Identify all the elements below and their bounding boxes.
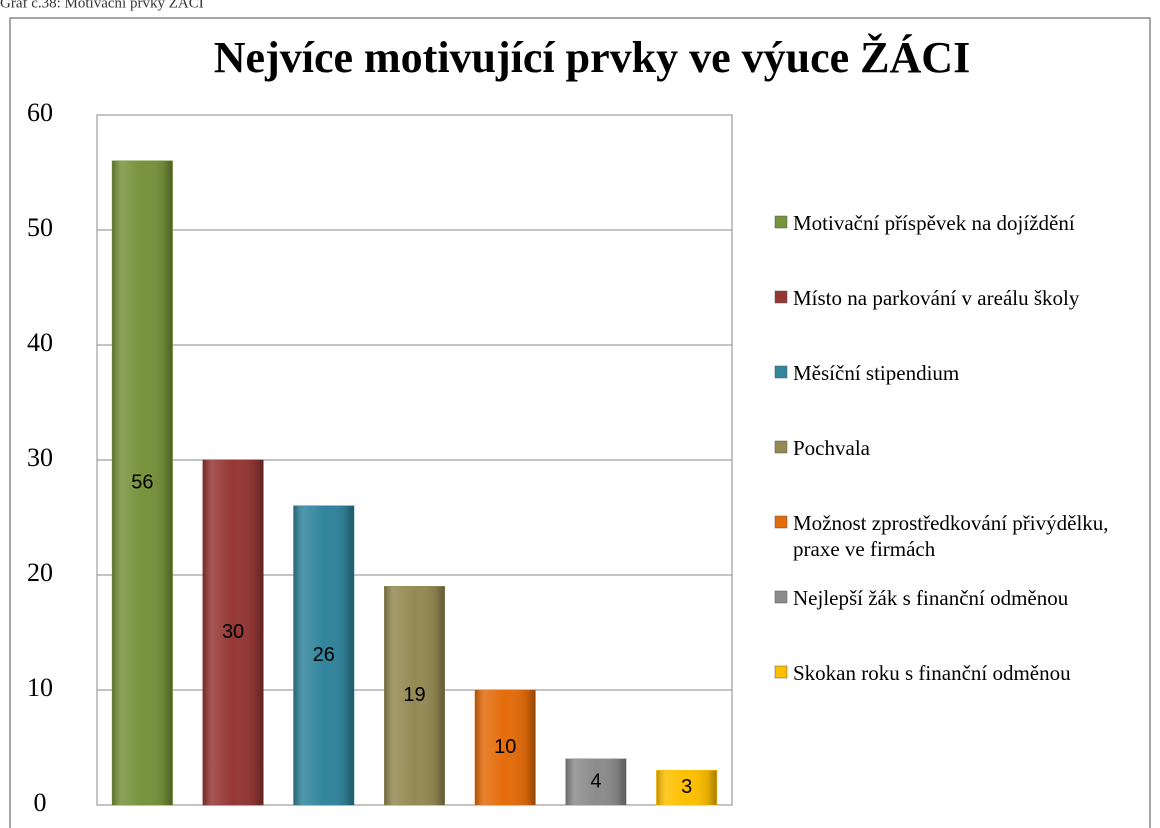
bar-shade xyxy=(293,506,354,805)
data-label: 19 xyxy=(403,684,425,706)
legend-label: Pochvala xyxy=(793,436,870,460)
legend-label: Možnost zprostředkování přivýdělku, prax… xyxy=(793,511,1109,561)
data-label: 26 xyxy=(313,644,335,666)
y-tick-label: 0 xyxy=(34,788,47,817)
legend-label: Motivační příspěvek na dojíždění xyxy=(793,211,1075,235)
y-tick-label: 50 xyxy=(27,213,53,242)
legend-swatch xyxy=(774,290,788,304)
bar-shade xyxy=(384,586,445,805)
legend-label: Místo na parkování v areálu školy xyxy=(793,286,1080,310)
y-tick-label: 20 xyxy=(27,558,53,587)
bar-shade xyxy=(565,759,626,805)
bar-shade xyxy=(112,161,173,805)
legend-swatch xyxy=(774,515,788,529)
bar-shade xyxy=(203,460,264,805)
data-label: 3 xyxy=(681,776,692,798)
data-label: 10 xyxy=(494,736,516,758)
legend-swatch xyxy=(774,365,788,379)
chart-title: Nejvíce motivující prvky ve výuce ŽÁCI xyxy=(214,33,970,82)
bar-shade xyxy=(656,770,717,805)
caption: Graf č.38: Motivační prvky ŽÁCI xyxy=(0,0,204,11)
legend-swatch xyxy=(774,215,788,229)
legend-swatch xyxy=(774,440,788,454)
chart-frame xyxy=(9,17,1151,828)
y-tick-label: 10 xyxy=(27,673,53,702)
data-label: 30 xyxy=(222,621,244,643)
y-tick-label: 30 xyxy=(27,443,53,472)
bar-shade xyxy=(475,690,536,805)
y-tick-label: 40 xyxy=(27,328,53,357)
data-label: 56 xyxy=(131,471,153,493)
y-tick-label: 60 xyxy=(27,98,53,127)
legend-swatch xyxy=(774,665,788,679)
legend-label: Měsíční stipendium xyxy=(793,361,960,385)
data-label: 4 xyxy=(590,770,601,792)
legend-label: Nejlepší žák s finanční odměnou xyxy=(793,586,1069,610)
legend-label: Skokan roku s finanční odměnou xyxy=(793,661,1071,685)
legend-swatch xyxy=(774,590,788,604)
